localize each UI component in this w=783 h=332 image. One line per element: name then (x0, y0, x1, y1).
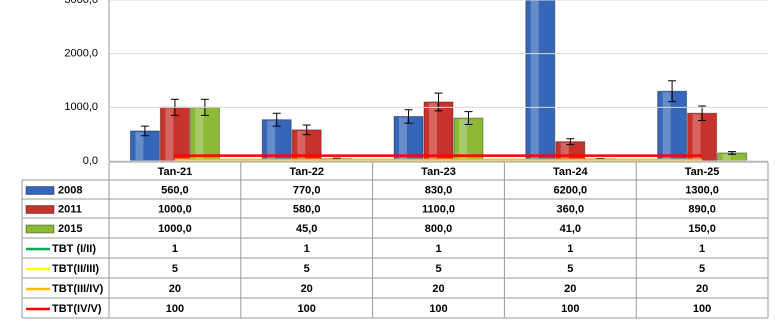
x-tick-label: Tan-22 (289, 166, 324, 178)
legend-label: 2015 (58, 223, 82, 235)
x-tick-label: Tan-21 (158, 166, 193, 178)
table-cell: 5 (567, 263, 573, 275)
table-cell: 830,0 (425, 184, 453, 196)
bar-shine (195, 108, 203, 160)
table-cell: 20 (564, 283, 576, 295)
y-tick-label: 2000,0 (64, 48, 98, 60)
table-cell: 100 (298, 303, 316, 315)
plot-area (130, 0, 746, 161)
legend-key (26, 206, 54, 214)
bar-shine (459, 119, 467, 160)
legend-label: TBT(IV/V) (52, 303, 102, 315)
bar-shine (165, 108, 173, 160)
table-cell: 800,0 (425, 223, 453, 235)
x-tick-label: Tan-23 (421, 166, 456, 178)
table-cell: 1100,0 (422, 203, 455, 215)
table-cell: 5 (304, 263, 310, 275)
table-cell: 560,0 (161, 184, 189, 196)
table-cell: 770,0 (293, 184, 321, 196)
legend-label: 2011 (58, 203, 82, 215)
legend-key (26, 187, 54, 195)
bar-shine (531, 0, 539, 160)
table-cell: 100 (166, 303, 184, 315)
bar-shine (399, 117, 407, 160)
y-tick-label: 1000,0 (64, 101, 98, 113)
table-cell: 100 (561, 303, 579, 315)
x-tick-label: Tan-24 (553, 166, 589, 178)
bar-shine (723, 154, 731, 160)
legend-key (26, 225, 54, 233)
table-cell: 20 (696, 283, 708, 295)
table-cell: 1 (699, 243, 705, 255)
table-cell: 890,0 (688, 203, 716, 215)
table-cell: 20 (432, 283, 444, 295)
bar-shine (693, 114, 701, 160)
x-tick-label: Tan-25 (685, 166, 720, 178)
table-cell: 100 (693, 303, 711, 315)
table-cell: 100 (429, 303, 447, 315)
table-cell: 1 (567, 243, 573, 255)
table-cell: 1 (172, 243, 178, 255)
bar-shine (663, 92, 671, 160)
table-cell: 360,0 (557, 203, 585, 215)
table-cell: 1 (304, 243, 310, 255)
table-cell: 1300,0 (685, 184, 719, 196)
table-cell: 5 (699, 263, 705, 275)
legend-label: TBT (I/II) (52, 243, 96, 255)
table-cell: 1000,0 (158, 203, 192, 215)
bar-shine (561, 143, 569, 160)
table-cell: 1 (435, 243, 441, 255)
table-cell: 6200,0 (553, 184, 587, 196)
legend-label: TBT(III/IV) (52, 283, 104, 295)
table-cell: 1000,0 (158, 223, 192, 235)
table-cell: 20 (301, 283, 313, 295)
legend-label: 2008 (58, 184, 82, 196)
table-cell: 45,0 (296, 223, 317, 235)
table-cell: 580,0 (293, 203, 321, 215)
y-tick-label: 3000,0 (64, 0, 98, 6)
table-cell: 20 (169, 283, 181, 295)
table-cell: 150,0 (688, 223, 716, 235)
table-cell: 5 (172, 263, 178, 275)
table-cell: 5 (435, 263, 441, 275)
y-tick-label: 0,0 (83, 155, 98, 167)
table-cell: 41,0 (560, 223, 581, 235)
bar-shine (429, 103, 437, 160)
legend-label: TBT(II/III) (52, 263, 99, 275)
bar (526, 0, 555, 161)
